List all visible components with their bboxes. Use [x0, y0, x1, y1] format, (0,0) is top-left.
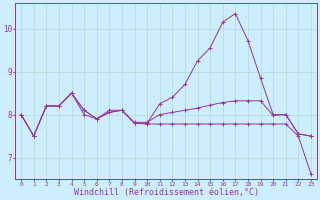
X-axis label: Windchill (Refroidissement éolien,°C): Windchill (Refroidissement éolien,°C)	[74, 188, 259, 197]
